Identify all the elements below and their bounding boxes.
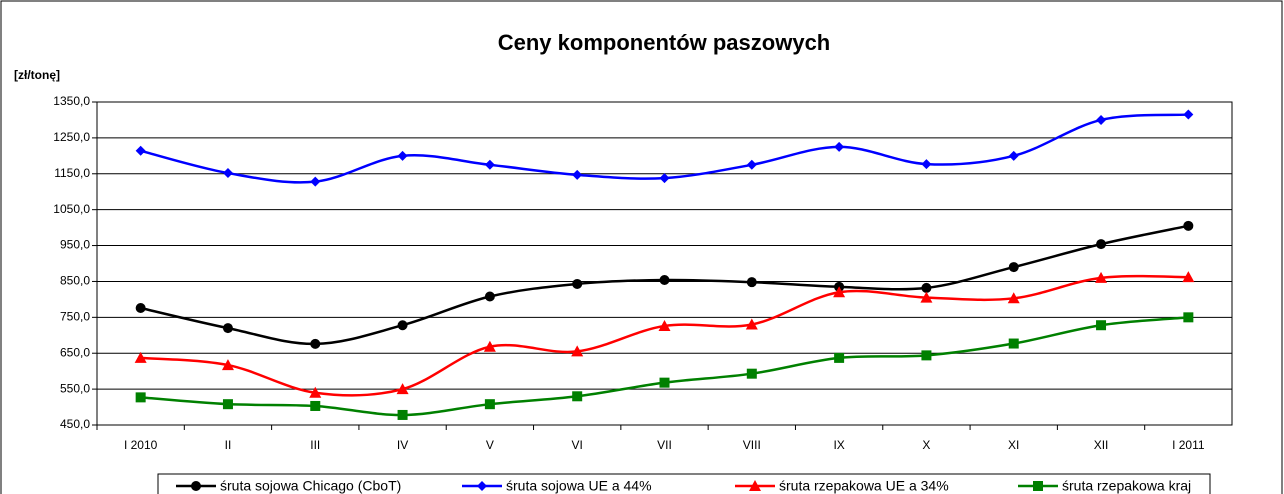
- marker: [483, 340, 496, 352]
- x-tick-label: VIII: [743, 438, 761, 452]
- marker: [746, 277, 757, 288]
- x-tick-label: I 2011: [1172, 438, 1205, 452]
- marker: [396, 383, 409, 395]
- marker: [222, 323, 233, 334]
- marker: [1096, 320, 1107, 331]
- marker: [1096, 239, 1107, 250]
- marker: [310, 400, 321, 411]
- chart-title: Ceny komponentów paszowych: [498, 30, 831, 55]
- y-tick-label: 1250,0: [53, 130, 90, 144]
- marker: [572, 391, 583, 402]
- marker: [477, 481, 487, 491]
- marker: [222, 399, 233, 410]
- y-tick-label: 950,0: [60, 238, 90, 252]
- marker: [1183, 312, 1194, 323]
- y-tick-label: 850,0: [60, 274, 90, 288]
- marker: [1033, 481, 1043, 491]
- x-tick-label: XI: [1008, 438, 1019, 452]
- marker: [834, 352, 845, 363]
- marker: [484, 159, 495, 170]
- marker: [1095, 271, 1108, 283]
- legend-label: śruta rzepakowa UE a 34%: [779, 478, 949, 494]
- y-tick-label: 450,0: [60, 417, 90, 431]
- marker: [920, 291, 933, 303]
- marker: [484, 291, 495, 302]
- x-tick-label: VII: [657, 438, 672, 452]
- marker: [397, 150, 408, 161]
- legend-label: śruta rzepakowa kraj: [1062, 478, 1191, 494]
- x-tick-label: V: [486, 438, 494, 452]
- x-tick-label: I 2010: [124, 438, 158, 452]
- marker: [746, 368, 757, 379]
- marker: [921, 282, 932, 293]
- x-tick-label: III: [310, 438, 320, 452]
- marker: [749, 480, 761, 491]
- marker: [572, 169, 583, 180]
- marker: [221, 359, 234, 371]
- marker: [1007, 292, 1020, 304]
- marker: [134, 351, 147, 363]
- x-tick-label: XII: [1094, 438, 1109, 452]
- marker: [1183, 220, 1194, 231]
- y-tick-label: 1150,0: [54, 166, 90, 180]
- marker: [222, 168, 233, 179]
- marker: [310, 338, 321, 349]
- marker: [397, 320, 408, 331]
- legend-label: śruta sojowa Chicago (CboT): [220, 478, 401, 494]
- marker: [921, 350, 932, 361]
- marker: [484, 399, 495, 410]
- plot-area: [96, 101, 1233, 426]
- y-tick-label: 650,0: [60, 345, 90, 359]
- y-axis-label: [zł/tonę]: [14, 68, 60, 82]
- marker: [191, 481, 201, 491]
- legend: [157, 473, 1211, 494]
- marker: [1008, 150, 1019, 161]
- marker: [921, 159, 932, 170]
- legend-label: śruta sojowa UE a 44%: [506, 478, 652, 494]
- x-tick-label: II: [225, 438, 232, 452]
- x-tick-label: X: [922, 438, 930, 452]
- marker: [572, 278, 583, 289]
- marker: [571, 345, 584, 357]
- marker: [745, 318, 758, 330]
- marker: [659, 173, 670, 184]
- x-tick-label: IV: [397, 438, 408, 452]
- marker: [309, 386, 322, 398]
- marker: [1008, 262, 1019, 273]
- marker: [658, 319, 671, 331]
- y-tick-label: 1350,0: [53, 94, 90, 108]
- marker: [135, 303, 146, 314]
- marker: [659, 275, 670, 286]
- marker: [833, 286, 846, 298]
- x-tick-label: IX: [833, 438, 844, 452]
- marker: [834, 141, 845, 152]
- marker: [746, 159, 757, 170]
- y-tick-label: 1050,0: [53, 202, 90, 216]
- marker: [310, 176, 321, 187]
- marker: [1096, 114, 1107, 125]
- marker: [135, 392, 146, 403]
- y-tick-label: 750,0: [60, 310, 90, 324]
- marker: [397, 409, 408, 420]
- y-tick-label: 550,0: [60, 381, 90, 395]
- marker: [1182, 271, 1195, 283]
- marker: [1008, 338, 1019, 349]
- marker: [659, 377, 670, 388]
- x-tick-label: VI: [572, 438, 583, 452]
- marker: [135, 145, 146, 156]
- marker: [1183, 109, 1194, 120]
